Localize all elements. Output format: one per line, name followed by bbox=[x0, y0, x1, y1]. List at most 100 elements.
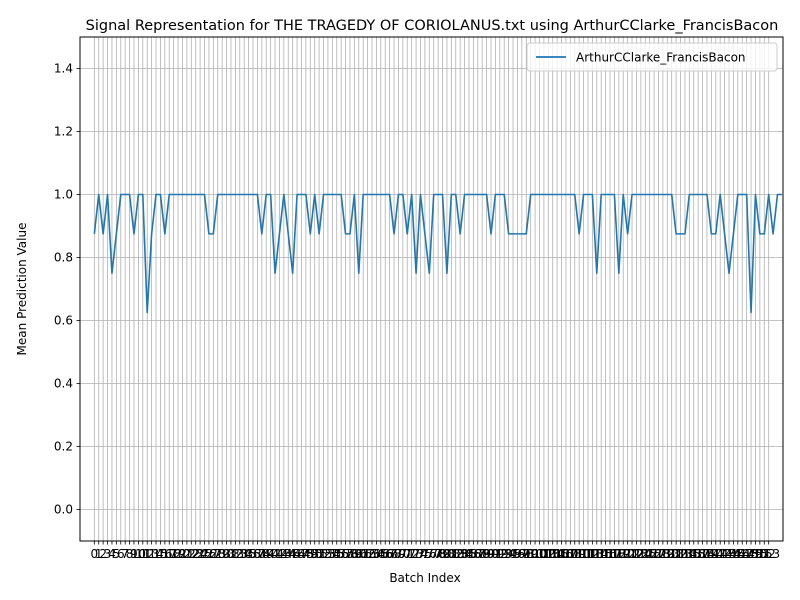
x-tick-label: 8 bbox=[126, 547, 134, 561]
x-tick-label: 79 bbox=[435, 547, 450, 561]
x-tick-label: 9 bbox=[130, 547, 138, 561]
x-tick-label: 30 bbox=[219, 547, 234, 561]
x-tick-label: 12 bbox=[140, 547, 155, 561]
legend: ArthurCClarke_FrancisBacon bbox=[526, 42, 778, 72]
x-tick-label: 5 bbox=[113, 547, 121, 561]
x-tick-label: 4 bbox=[108, 547, 116, 561]
x-tick-label: 83 bbox=[453, 547, 468, 561]
x-tick-label: 105 bbox=[546, 547, 569, 561]
x-tick-label: 68 bbox=[386, 547, 401, 561]
legend-box bbox=[526, 42, 778, 72]
x-tick-label: 41 bbox=[267, 547, 282, 561]
x-tick-label: 11 bbox=[135, 547, 150, 561]
y-tick-label: 0.8 bbox=[54, 251, 73, 265]
x-tick-label: 89 bbox=[479, 547, 494, 561]
x-tick-label: 75 bbox=[417, 547, 432, 561]
x-tick-label: 63 bbox=[364, 547, 379, 561]
x-tick-label: 116 bbox=[594, 547, 617, 561]
x-tick-label: 51 bbox=[311, 547, 326, 561]
x-tick-label: 44 bbox=[281, 547, 296, 561]
x-tick-label: 72 bbox=[404, 547, 419, 561]
x-tick-label: 62 bbox=[360, 547, 375, 561]
y-tick-label: 0.4 bbox=[54, 377, 73, 391]
x-tick-label: 108 bbox=[559, 547, 582, 561]
x-tick-label: 104 bbox=[541, 547, 564, 561]
x-tick-label: 35 bbox=[241, 547, 256, 561]
series-line bbox=[93, 193, 782, 314]
x-tick-label: 129 bbox=[651, 547, 674, 561]
x-tick-label: 150 bbox=[744, 547, 767, 561]
x-tick-label: 22 bbox=[184, 547, 199, 561]
x-tick-label: 29 bbox=[215, 547, 230, 561]
x-tick-label: 95 bbox=[505, 547, 520, 561]
x-tick-label: 3 bbox=[104, 547, 112, 561]
y-tick-label: 1.4 bbox=[54, 62, 73, 76]
x-tick-label: 50 bbox=[307, 547, 322, 561]
x-tick-label: 117 bbox=[599, 547, 622, 561]
x-tick-label: 90 bbox=[483, 547, 498, 561]
x-tick-label: 97 bbox=[514, 547, 529, 561]
x-tick-label: 57 bbox=[338, 547, 353, 561]
x-tick-label: 110 bbox=[568, 547, 591, 561]
x-tick-label: 25 bbox=[197, 547, 212, 561]
x-tick-label: 88 bbox=[475, 547, 490, 561]
x-tick-label: 20 bbox=[175, 547, 190, 561]
x-tick-label: 16 bbox=[157, 547, 172, 561]
x-tick-label: 7 bbox=[121, 547, 129, 561]
x-tick-label: 121 bbox=[616, 547, 639, 561]
x-tick-label: 32 bbox=[228, 547, 243, 561]
x-tick-label: 92 bbox=[492, 547, 507, 561]
x-tick-label: 107 bbox=[554, 547, 577, 561]
x-tick-label: 126 bbox=[638, 547, 661, 561]
x-tick-label: 147 bbox=[731, 547, 754, 561]
x-tick-label: 132 bbox=[665, 547, 688, 561]
x-tick-label: 112 bbox=[577, 547, 600, 561]
x-tick-label: 115 bbox=[590, 547, 613, 561]
x-tick-label: 127 bbox=[643, 547, 666, 561]
x-tick-label: 125 bbox=[634, 547, 657, 561]
x-tick-label: 65 bbox=[373, 547, 388, 561]
x-tick-label: 59 bbox=[347, 547, 362, 561]
x-tick-label: 64 bbox=[369, 547, 384, 561]
x-tick-label: 46 bbox=[289, 547, 304, 561]
x-tick-label: 134 bbox=[673, 547, 696, 561]
x-tick-label: 40 bbox=[263, 547, 278, 561]
x-tick-label: 109 bbox=[563, 547, 586, 561]
x-tick-label: 66 bbox=[378, 547, 393, 561]
series-layer bbox=[93, 193, 782, 314]
x-tick-label: 21 bbox=[179, 547, 194, 561]
x-tick-label: 119 bbox=[607, 547, 630, 561]
x-tick-label: 145 bbox=[722, 547, 745, 561]
x-tick-label: 74 bbox=[413, 547, 428, 561]
x-tick-label: 118 bbox=[603, 547, 626, 561]
x-tick-label: 98 bbox=[519, 547, 534, 561]
x-tick-label: 69 bbox=[391, 547, 406, 561]
x-tick-label: 120 bbox=[612, 547, 635, 561]
x-tick-label: 96 bbox=[510, 547, 525, 561]
x-tick-label: 10 bbox=[131, 547, 146, 561]
x-tick-label: 54 bbox=[325, 547, 340, 561]
x-tick-label: 130 bbox=[656, 547, 679, 561]
x-tick-label: 142 bbox=[709, 547, 732, 561]
x-tick-label: 114 bbox=[585, 547, 608, 561]
x-tick-label: 78 bbox=[430, 547, 445, 561]
plot-area-frame bbox=[79, 36, 784, 542]
x-tick-label: 101 bbox=[528, 547, 551, 561]
x-tick-label: 135 bbox=[678, 547, 701, 561]
x-tick-label: 91 bbox=[488, 547, 503, 561]
legend-label: ArthurCClarke_FrancisBacon bbox=[576, 51, 746, 65]
x-tick-label: 17 bbox=[162, 547, 177, 561]
x-axis: 0123456789101112131415161718192021222324… bbox=[91, 541, 780, 561]
x-tick-label: 100 bbox=[524, 547, 547, 561]
x-tick-label: 133 bbox=[669, 547, 692, 561]
x-tick-label: 23 bbox=[188, 547, 203, 561]
x-tick-label: 15 bbox=[153, 547, 168, 561]
x-tick-label: 131 bbox=[660, 547, 683, 561]
x-tick-label: 82 bbox=[448, 547, 463, 561]
x-tick-label: 144 bbox=[718, 547, 741, 561]
x-tick-label: 99 bbox=[523, 547, 538, 561]
x-tick-label: 33 bbox=[232, 547, 247, 561]
y-tick-label: 1.0 bbox=[54, 188, 73, 202]
x-tick-label: 48 bbox=[298, 547, 313, 561]
